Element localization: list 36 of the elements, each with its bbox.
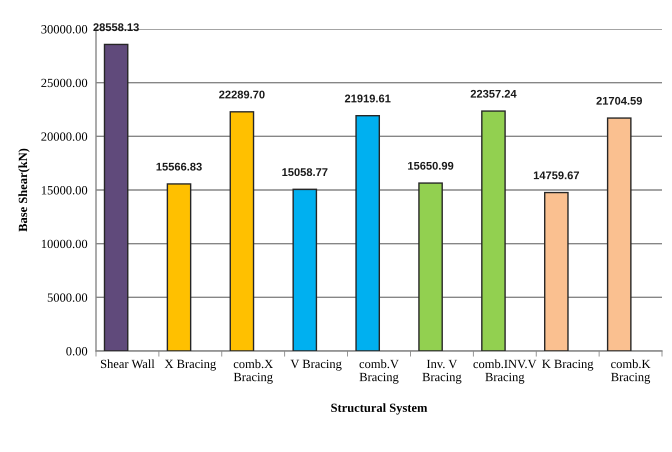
bar [355,115,380,351]
x-tick-label: comb.X Bracing [234,359,273,384]
x-tick-label: Inv. V Bracing [422,360,462,384]
bar [606,117,632,351]
y-tick-label: 10000.00 [42,240,88,248]
y-tick-label: 0.00 [66,347,88,356]
x-tick-label: comb.INV.V Bracing [473,359,536,384]
data-label: 22357.24 [470,90,517,98]
x-tick-label: V Bracing [290,360,342,371]
y-tick-label: 5000.00 [48,293,88,302]
bar [544,192,569,351]
y-tick-label: 15000.00 [42,186,88,195]
data-label: 21919.61 [344,94,391,102]
data-label: 15566.83 [156,162,202,171]
x-tick-label: comb.V Bracing [360,359,399,384]
data-label: 22289.70 [219,90,265,98]
data-label: 15058.77 [282,168,328,176]
x-tick-label: Shear Wall [100,359,155,368]
x-tick-label: K Bracing [542,360,594,371]
bar [418,182,443,351]
x-axis-title: Structural System [331,403,428,415]
bar [230,111,254,351]
bar [166,183,192,351]
y-tick-label: 30000.00 [41,25,88,34]
y-tick-label: 25000.00 [41,78,88,88]
data-label: 14759.67 [534,171,580,180]
x-tick-label: comb.K Bracing [611,359,650,384]
x-tick-label: X Bracing [164,360,216,371]
y-axis-title: Base Shear(kN) [18,148,30,232]
y-tick-label: 20000.00 [41,132,88,141]
data-label: 21704.59 [596,96,642,105]
data-label: 28558.13 [93,23,139,32]
bar [292,188,318,351]
data-label: 15650.99 [408,162,454,170]
bar [104,44,128,351]
bar [481,110,506,351]
